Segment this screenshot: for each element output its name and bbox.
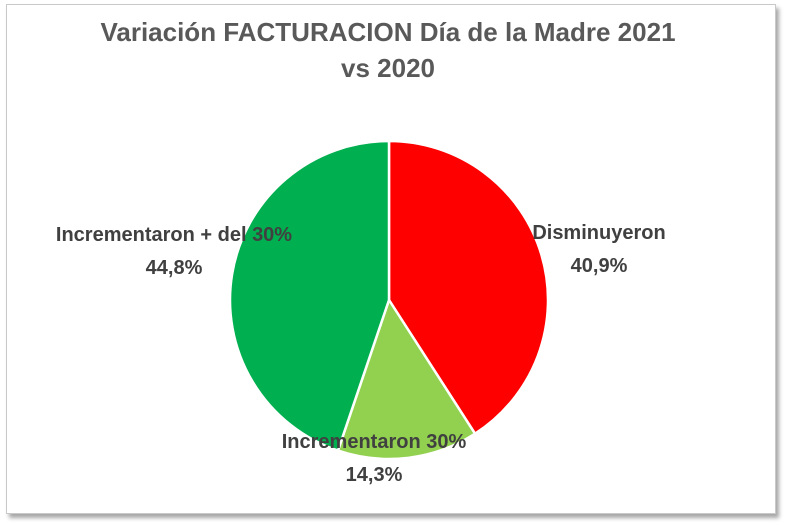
label-incrementaron-30-name: Incrementaron 30% [282, 431, 467, 453]
label-incrementaron-30-value: 14,3% [346, 464, 403, 486]
label-disminuyeron-name: Disminuyeron [532, 222, 665, 244]
pie-labels: Disminuyeron 40,9% Incrementaron 30% 14,… [56, 222, 666, 486]
slice-incrementaron-30 [336, 298, 477, 461]
chart-title: Variación FACTURACION Día de la Madre 20… [0, 14, 776, 86]
chart-title-line1: Variación FACTURACION Día de la Madre 20… [100, 17, 676, 47]
slice-incrementaron-mas-30 [228, 139, 391, 452]
label-incrementaron-mas-30-name: Incrementaron + del 30% [56, 224, 292, 246]
pie-slices [228, 139, 550, 461]
chart-title-line2: vs 2020 [341, 53, 435, 83]
label-incrementaron-mas-30-value: 44,8% [146, 257, 203, 279]
label-disminuyeron-value: 40,9% [571, 255, 628, 277]
